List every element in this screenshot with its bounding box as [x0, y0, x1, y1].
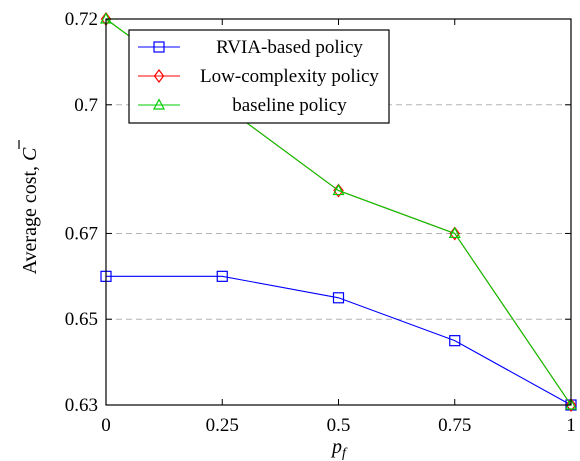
y-tick-label: 0.72 [65, 9, 98, 30]
y-tick-label: 0.7 [74, 95, 98, 116]
data-point [449, 226, 460, 241]
tick-marks [105, 18, 572, 406]
legend-marker [153, 98, 165, 110]
y-tick-label: 0.65 [65, 309, 98, 330]
data-point [216, 270, 228, 282]
svg-text:pf: pf [330, 436, 348, 461]
legend-marker [153, 41, 165, 53]
legend-marker [153, 69, 165, 83]
data-point [565, 398, 577, 410]
series-line [106, 275, 572, 406]
legend: RVIA-based policy Low-complexity policy ba… [128, 29, 390, 124]
data-point [332, 183, 345, 196]
legend-entry: RVIA-based policy [138, 37, 363, 58]
legend-label: baseline policy [232, 95, 347, 116]
y-tick-label: 0.63 [65, 395, 98, 416]
x-tick-label: 1 [566, 415, 576, 436]
legend-entry: Low-complexity policy [138, 66, 379, 87]
legend-label: RVIA-based policy [216, 37, 363, 58]
y-tick-label: 0.67 [65, 223, 98, 244]
data-point [565, 398, 577, 412]
x-axis-label: pf [330, 436, 348, 461]
x-tick-label: 0 [101, 415, 111, 436]
x-tick-label: 0.5 [327, 415, 351, 436]
x-tick-label: 0.25 [206, 415, 239, 436]
data-point [449, 335, 461, 347]
data-point [448, 226, 461, 239]
data-point [332, 292, 345, 304]
legend-label: Low-complexity policy [200, 66, 379, 87]
x-tick-label: 0.75 [438, 415, 471, 436]
svg-text:Average cost, C: Average cost, C [19, 147, 41, 274]
y-axis-label: Average cost, C [18, 140, 41, 274]
tick-labels: 0.63 0.65 0.67 0.7 0.72 0 0.25 0.5 0.75 1 [65, 9, 576, 436]
series-rvia-based-policy [100, 270, 577, 411]
legend-entry: baseline policy [138, 95, 347, 116]
